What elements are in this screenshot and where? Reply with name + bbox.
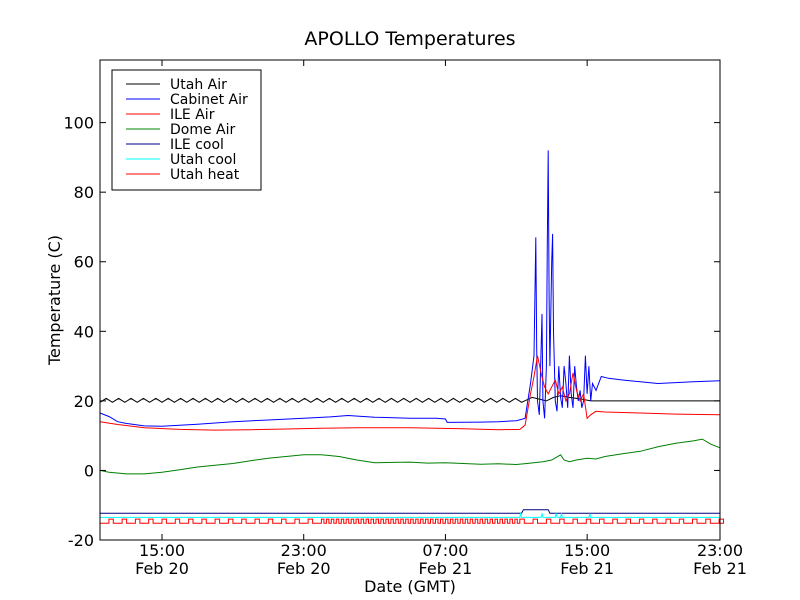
legend-frame [111, 69, 262, 191]
legend-label-ile-air: ILE Air [170, 107, 215, 123]
x-axis-title: Date (GMT) [364, 577, 456, 596]
x-tick-time-label: 15:00 [564, 541, 610, 560]
legend-label-ile-cool: ILE cool [170, 137, 224, 153]
y-axis-title: Temperature (C) [45, 235, 64, 366]
series-layer [99, 150, 724, 524]
y-tick-label: 40 [74, 322, 94, 341]
x-tick-date-label: Feb 21 [419, 559, 473, 578]
legend-label-utah-air: Utah Air [170, 77, 227, 93]
series-line-utah-heat [100, 518, 724, 524]
series-line-utah-air [99, 395, 720, 403]
x-tick-date-label: Feb 20 [277, 559, 331, 578]
y-tick-label: 80 [74, 183, 94, 202]
legend-label-utah-cool: Utah cool [170, 152, 236, 168]
x-tick-date-label: Feb 21 [693, 559, 747, 578]
series-line-ile-cool [100, 509, 720, 514]
series-line-dome-air [99, 438, 721, 475]
x-tick-date-label: Feb 21 [560, 559, 614, 578]
x-tick-time-label: 23:00 [697, 541, 743, 560]
y-tick-label: 100 [63, 114, 94, 133]
legend-label-utah-heat: Utah heat [170, 167, 240, 183]
series-line-utah-cool [100, 512, 720, 518]
y-tick-label: 0 [84, 461, 94, 480]
y-tick-label: -20 [68, 531, 94, 550]
x-tick-date-label: Feb 20 [135, 559, 189, 578]
x-tick-time-label: 23:00 [281, 541, 327, 560]
y-tick-label: 60 [74, 253, 94, 272]
chart-title: APOLLO Temperatures [304, 28, 515, 50]
series-line-ile-air [99, 355, 721, 431]
series-line-cabinet-air [99, 150, 721, 427]
legend-label-cabinet-air: Cabinet Air [170, 92, 248, 108]
plot-frame [99, 59, 721, 541]
x-tick-time-label: 15:00 [139, 541, 185, 560]
x-tick-time-label: 07:00 [422, 541, 468, 560]
y-tick-label: 20 [74, 392, 94, 411]
legend-label-dome-air: Dome Air [170, 122, 236, 138]
